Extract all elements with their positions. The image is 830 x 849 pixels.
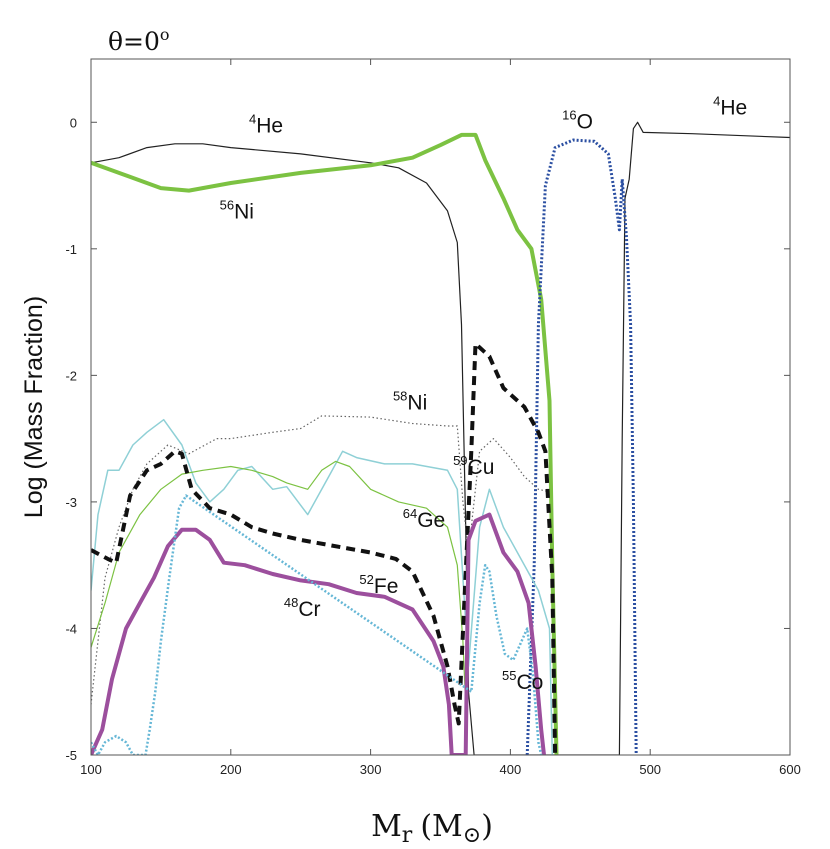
species-label-symbol: Fe	[374, 575, 399, 598]
x-tick-label: 200	[220, 762, 242, 777]
x-axis-label-close: )	[481, 809, 493, 844]
series-line-4he	[91, 121, 790, 755]
series-layer	[91, 121, 790, 755]
species-label-isotope: 58	[393, 389, 407, 404]
series-line-55co	[91, 494, 543, 755]
species-label-isotope: 56	[220, 197, 234, 212]
species-label-fe52: 52Fe	[359, 572, 398, 598]
species-label-ge64: 64Ge	[403, 506, 445, 532]
x-axis-label-units-sub: ⊙	[463, 823, 481, 848]
species-label-symbol: He	[256, 114, 283, 137]
x-tick-label: 100	[80, 762, 102, 777]
x-axis-label: Mr (M⊙)	[371, 809, 493, 848]
plot-frame	[90, 58, 791, 756]
species-label-he4: 4He	[249, 111, 283, 137]
x-axis-label-main: M	[371, 809, 402, 844]
y-tick-label: -1	[65, 242, 77, 257]
x-axis-label-sub: r	[402, 823, 413, 848]
x-tick-label: 400	[500, 762, 522, 777]
series-line-64ge	[91, 460, 467, 705]
species-label-symbol: Ni	[234, 200, 254, 223]
species-label-symbol: Ni	[407, 392, 427, 415]
species-label-isotope: 55	[502, 668, 516, 683]
species-label-symbol: O	[577, 111, 593, 134]
y-tick-label: 0	[70, 115, 77, 130]
species-label-symbol: He	[720, 97, 747, 120]
species-label-isotope: 59	[453, 453, 467, 468]
chart-title-superscript: o	[160, 25, 170, 44]
axis-ticks: 100 200 300 400 500 600 -5 -4 -3 -2 -1 0	[65, 59, 801, 777]
species-label-isotope: 52	[359, 572, 373, 587]
species-label-symbol: Cu	[468, 456, 495, 479]
series-line-52fe	[91, 341, 558, 755]
chart-title-main: θ=0	[108, 27, 160, 56]
species-label-co55: 55Co	[502, 668, 543, 694]
y-tick-label: -5	[65, 748, 77, 763]
x-axis-label-units: (M	[420, 809, 462, 844]
x-tick-label: 500	[639, 762, 661, 777]
series-line-16o	[525, 138, 638, 755]
y-tick-label: -3	[65, 495, 77, 510]
species-label-isotope: 16	[562, 108, 576, 123]
species-label-isotope: 4	[713, 94, 720, 109]
x-tick-label: 300	[360, 762, 382, 777]
species-label-symbol: Cr	[298, 598, 320, 621]
species-label-symbol: Ge	[417, 509, 445, 532]
series-line-59cu	[91, 418, 554, 755]
species-label-cu59: 59Cu	[453, 453, 494, 479]
species-label-he4: 4He	[713, 94, 747, 120]
species-label-symbol: Co	[516, 671, 543, 694]
species-label-isotope: 64	[403, 506, 417, 521]
species-label-cr48: 48Cr	[284, 595, 321, 621]
species-label-o16: 16O	[562, 108, 593, 134]
species-label-isotope: 48	[284, 595, 298, 610]
species-label-ni58: 58Ni	[393, 389, 427, 415]
y-tick-label: -2	[65, 368, 77, 383]
x-tick-label: 600	[779, 762, 801, 777]
series-line-56ni	[91, 132, 559, 755]
series-line-48cr	[91, 512, 546, 755]
y-axis-label: Log (Mass Fraction)	[20, 296, 48, 518]
species-label-isotope: 4	[249, 111, 256, 126]
chart-title: θ=0o	[108, 25, 170, 56]
species-label-ni56: 56Ni	[220, 197, 254, 223]
series-line-58ni	[91, 415, 550, 705]
y-tick-label: -4	[65, 621, 77, 636]
